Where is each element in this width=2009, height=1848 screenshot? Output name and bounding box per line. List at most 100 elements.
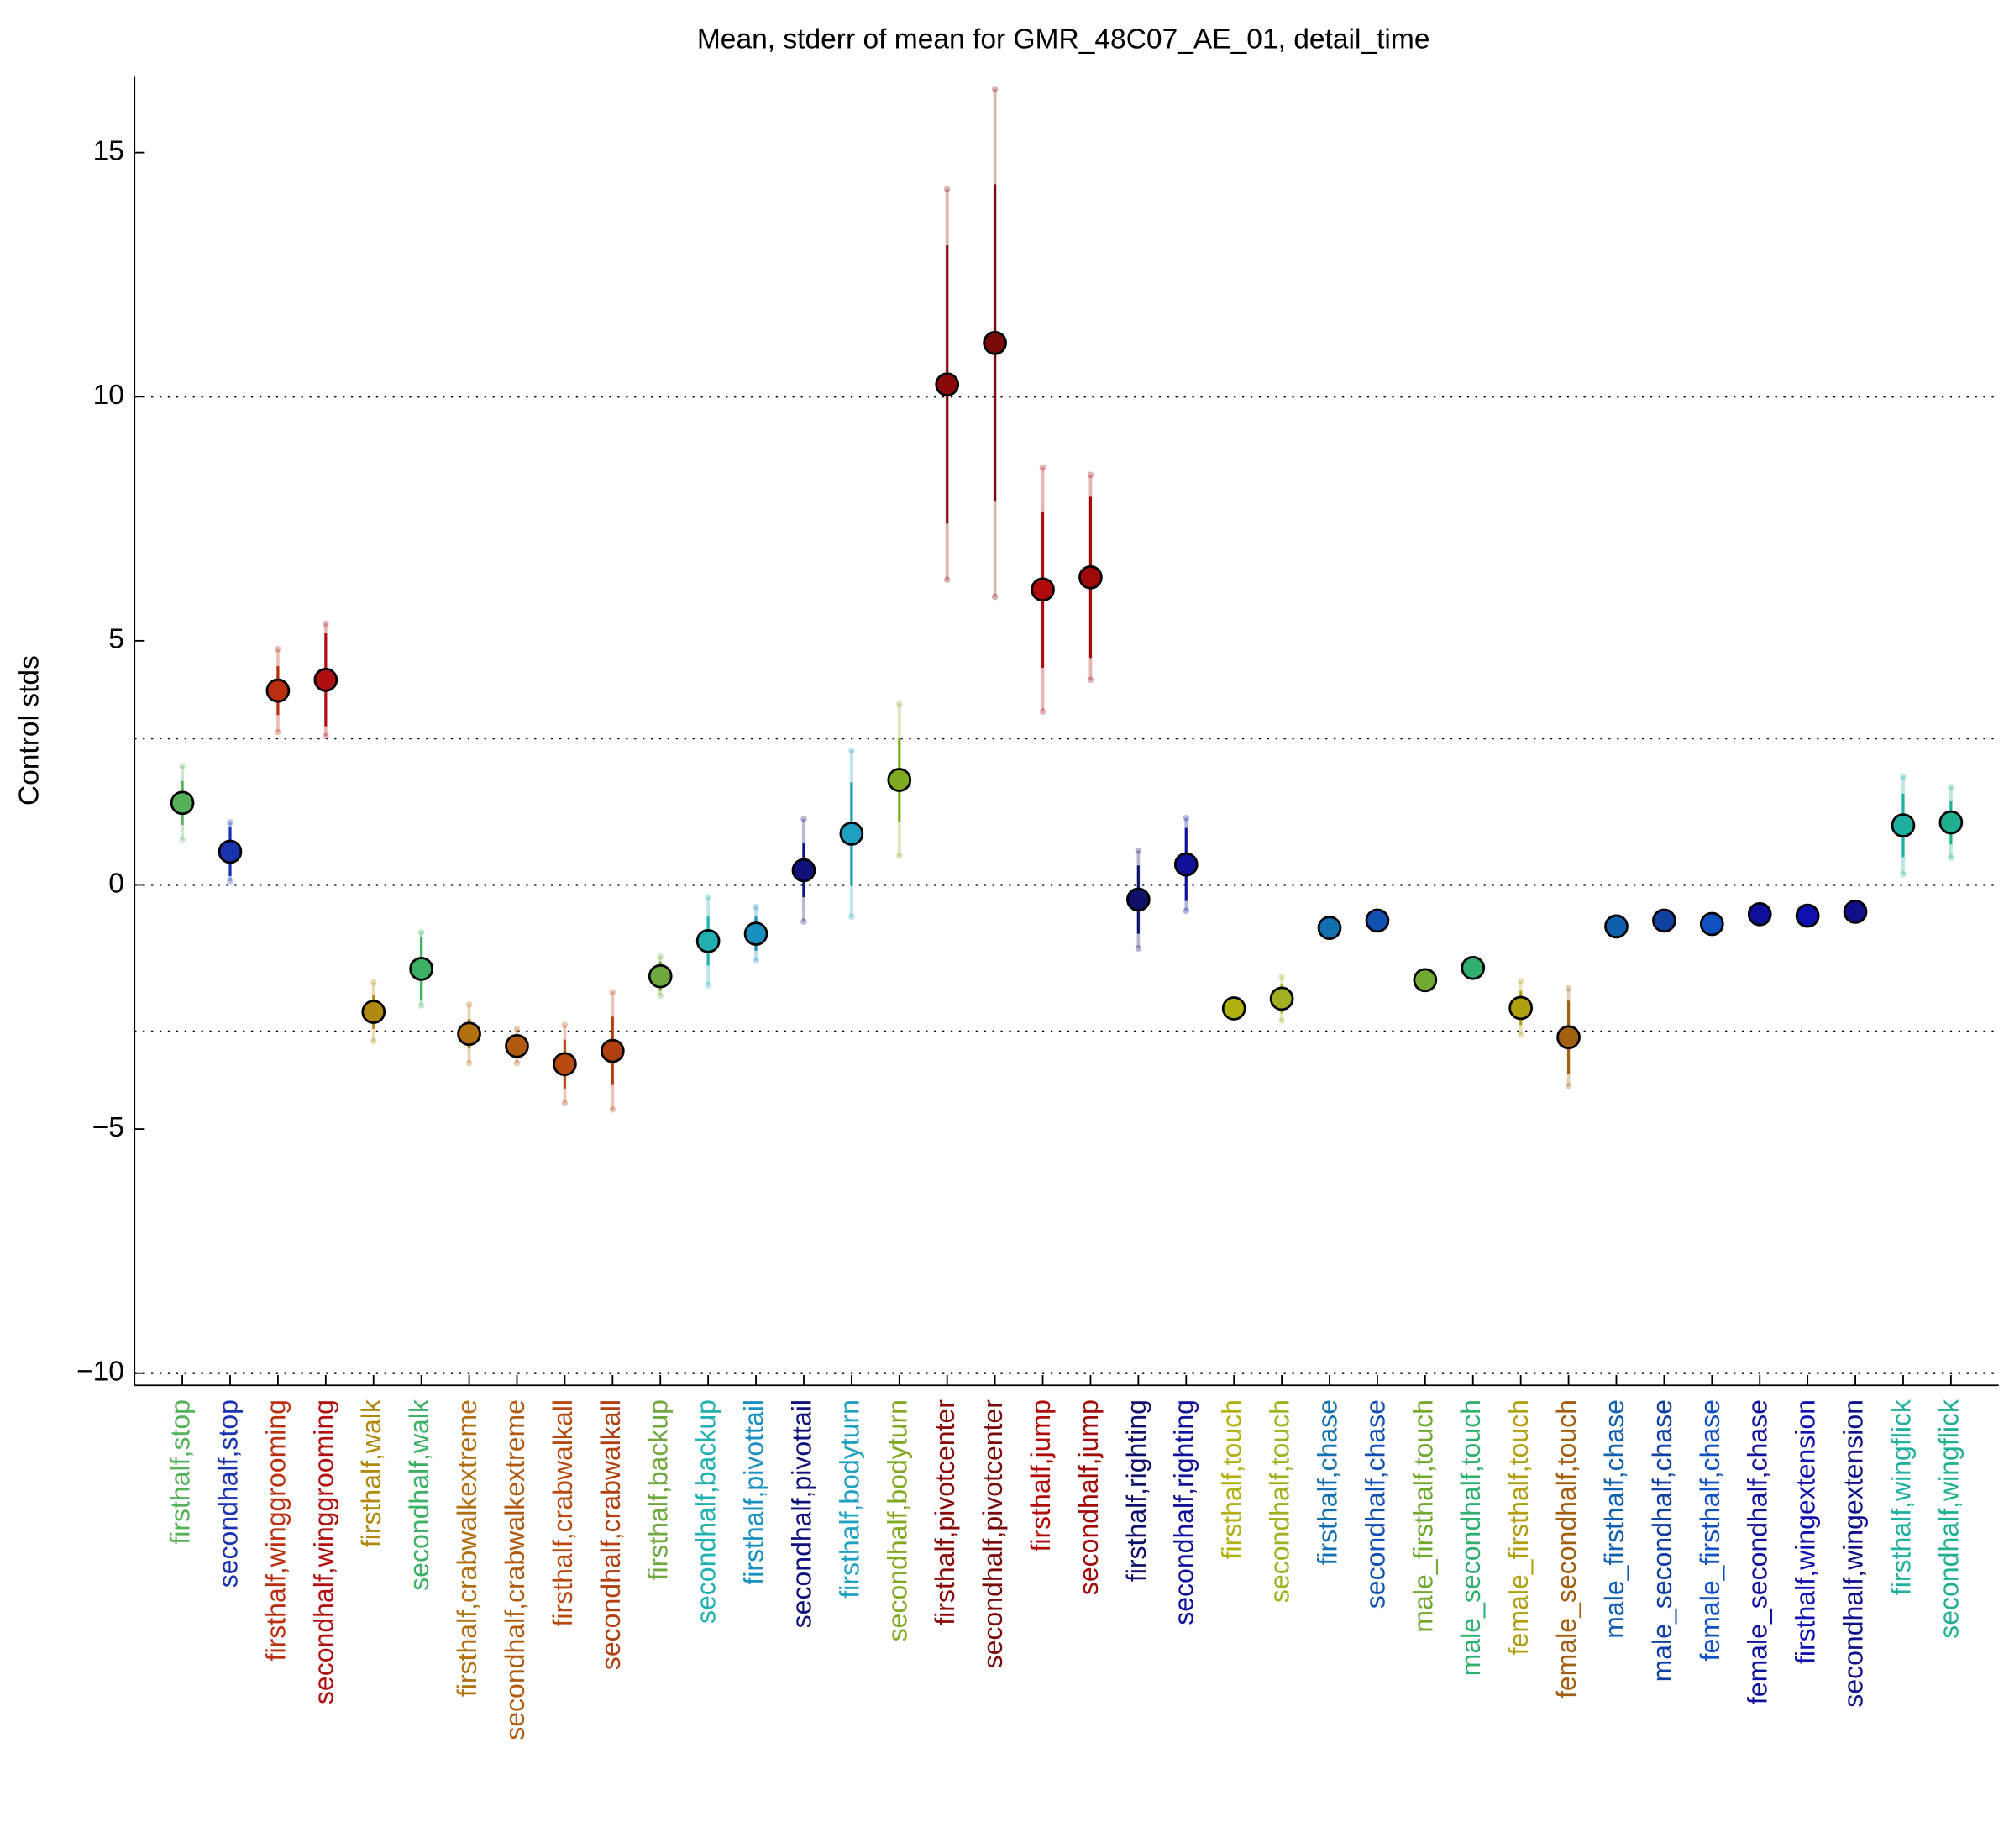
mean-marker: [1461, 955, 1486, 980]
mean-marker: [457, 1021, 481, 1047]
y-axis-label: Control stds: [13, 655, 45, 806]
outer-error-cap: [705, 894, 711, 900]
mean-marker: [1556, 1025, 1581, 1050]
outer-error-cap: [800, 918, 807, 925]
mean-marker: [1031, 577, 1055, 602]
outer-error-cap: [323, 620, 329, 627]
outer-error-cap: [1948, 854, 1954, 861]
outer-error-cap: [275, 728, 281, 736]
x-tick-label: firsthalf,winggrooming: [260, 1399, 291, 1661]
x-tick-label: secondhalf,crabwalkall: [595, 1399, 626, 1670]
outer-error-cap: [895, 852, 903, 859]
outer-error-cap: [1039, 464, 1046, 471]
outer-error-cap: [1087, 471, 1094, 479]
outer-error-cap: [1517, 1032, 1524, 1038]
mean-marker: [1747, 902, 1772, 927]
x-tick-label: firsthalf,righting: [1121, 1399, 1151, 1582]
mean-marker: [600, 1038, 625, 1063]
y-tick-label: −5: [92, 1112, 124, 1143]
y-tick-label: 0: [108, 868, 124, 899]
x-tick-label: female_firsthalf,touch: [1503, 1399, 1534, 1655]
outer-error-cap: [561, 1021, 569, 1029]
x-tick-label: secondhalf,jump: [1073, 1399, 1104, 1595]
y-tick-label: −10: [76, 1357, 124, 1388]
outer-error-cap: [943, 576, 951, 584]
outer-error-cap: [513, 1059, 521, 1067]
outer-error-cap: [609, 1106, 616, 1113]
outer-error-cap: [848, 747, 855, 754]
outer-error-cap: [513, 1026, 521, 1032]
outer-error-cap: [1135, 847, 1142, 854]
mean-marker: [743, 921, 768, 946]
outer-error-cap: [179, 763, 186, 770]
x-tick-label: male_firsthalf,chase: [1599, 1399, 1629, 1639]
x-tick-label: secondhalf,pivottail: [786, 1399, 816, 1628]
outer-error-cap: [991, 86, 999, 92]
outer-error-cap: [1183, 907, 1190, 915]
x-tick-label: secondhalf,stop: [212, 1399, 243, 1588]
outer-error-cap: [705, 981, 711, 989]
outer-error-cap: [1517, 978, 1524, 984]
outer-error-cap: [179, 836, 186, 843]
mean-marker: [218, 839, 243, 864]
outer-error-cap: [323, 732, 329, 740]
x-tick-label: secondhalf,bodyturn: [882, 1399, 912, 1641]
outer-error-cap: [753, 957, 759, 964]
x-tick-label: female_secondhalf,chase: [1743, 1399, 1773, 1704]
x-tick-label: secondhalf,walk: [404, 1399, 434, 1591]
x-tick-label: firsthalf,bodyturn: [834, 1399, 864, 1599]
x-tick-label: firsthalf,crabwalkall: [548, 1399, 578, 1626]
x-tick-label: secondhalf,wingextension: [1839, 1399, 1869, 1708]
outer-error-cap: [657, 953, 664, 960]
mean-marker: [1413, 968, 1438, 993]
outer-error-cap: [753, 903, 759, 911]
chart-title: Mean, stderr of mean for GMR_48C07_AE_01…: [697, 24, 1430, 55]
outer-error-cap: [275, 645, 281, 653]
outer-error-cap: [800, 816, 807, 822]
y-tick-label: 10: [93, 380, 124, 411]
outer-error-cap: [417, 1002, 425, 1009]
x-tick-label: secondhalf,crabwalkextreme: [500, 1399, 530, 1740]
outer-error-cap: [370, 979, 377, 986]
mean-marker: [695, 928, 721, 953]
x-tick-label: firsthalf,walk: [356, 1399, 386, 1547]
mean-marker: [1938, 810, 1964, 835]
outer-error-cap: [1565, 984, 1572, 992]
outer-error-cap: [943, 186, 951, 193]
mean-marker: [409, 957, 433, 981]
mean-marker: [1891, 813, 1916, 837]
mean-marker: [983, 330, 1007, 355]
x-tick-label: secondhalf,chase: [1360, 1399, 1390, 1609]
x-tick-label: firsthalf,wingextension: [1791, 1399, 1821, 1664]
mean-marker: [648, 963, 673, 989]
outer-error-cap: [227, 819, 233, 826]
x-tick-label: firsthalf,jump: [1025, 1399, 1056, 1551]
outer-error-cap: [657, 992, 664, 1000]
x-tick-label: male_firsthalf,touch: [1408, 1399, 1438, 1633]
mean-marker: [170, 790, 195, 816]
mean-marker: [361, 1000, 386, 1024]
x-tick-label: firsthalf,wingflick: [1886, 1399, 1916, 1595]
x-tick-label: male_secondhalf,chase: [1647, 1399, 1677, 1682]
outer-error-cap: [1135, 945, 1142, 952]
outer-error-cap: [991, 593, 999, 601]
mean-marker: [1604, 914, 1629, 939]
mean-marker: [1173, 852, 1199, 877]
x-tick-label: female_firsthalf,chase: [1695, 1399, 1725, 1661]
x-tick-label: firsthalf,backup: [643, 1399, 674, 1580]
x-tick-label: male_secondhalf,touch: [1456, 1399, 1486, 1676]
mean-marker: [265, 678, 291, 703]
x-tick-label: firsthalf,crabwalkextreme: [452, 1399, 482, 1697]
y-tick-label: 15: [93, 135, 124, 166]
outer-error-cap: [227, 878, 233, 885]
outer-error-cap: [465, 1059, 473, 1067]
mean-marker: [935, 372, 960, 397]
outer-error-cap: [1565, 1083, 1572, 1089]
outer-error-cap: [1900, 773, 1907, 780]
outer-error-cap: [1948, 784, 1954, 791]
outer-error-cap: [417, 929, 425, 936]
x-tick-label: firsthalf,stop: [165, 1399, 196, 1545]
x-tick-label: secondhalf,pivotcenter: [978, 1399, 1008, 1669]
